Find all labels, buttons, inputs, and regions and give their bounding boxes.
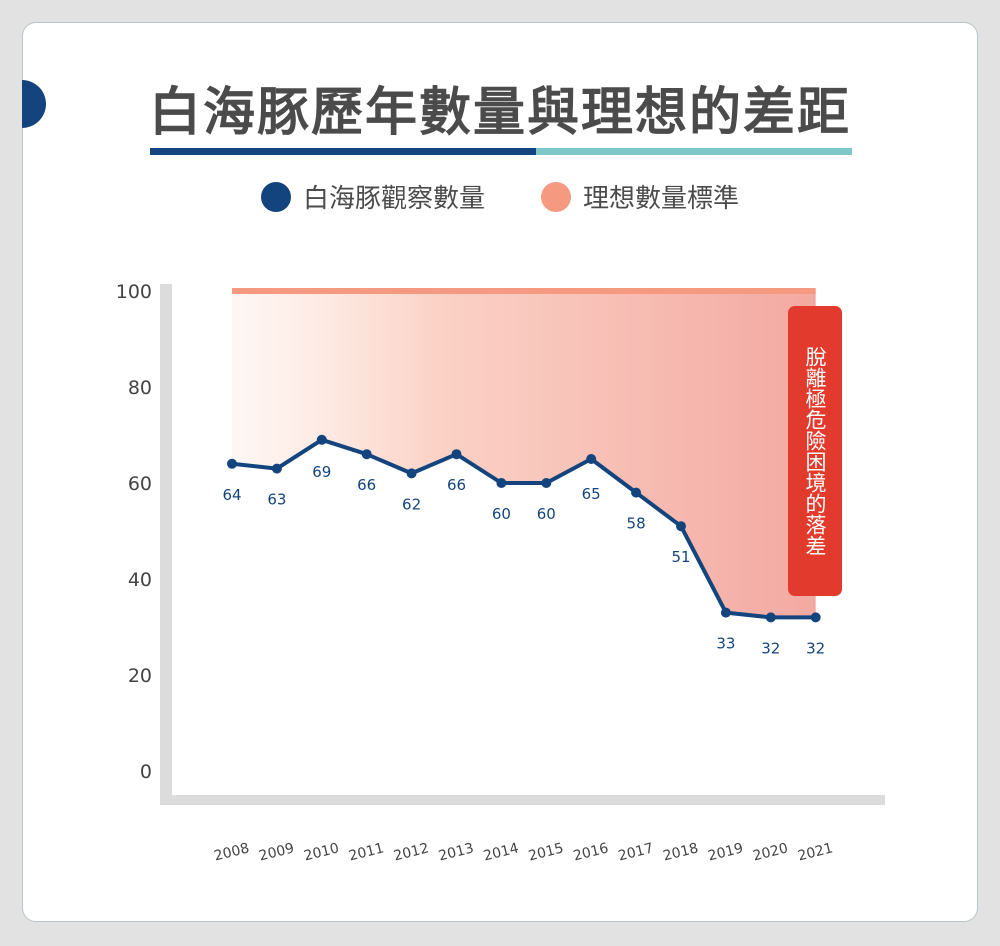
legend-swatch-ideal	[541, 181, 571, 212]
data-label: 60	[492, 505, 511, 523]
x-tick-label: 2015	[527, 840, 565, 864]
ideal-line	[232, 288, 816, 294]
data-label: 58	[627, 515, 646, 533]
data-point	[227, 458, 237, 469]
data-label: 66	[357, 476, 376, 494]
y-tick-label: 20	[128, 665, 152, 687]
data-point	[316, 434, 327, 445]
data-label: 33	[716, 635, 735, 653]
x-tick-label: 2016	[572, 840, 611, 864]
page-title: 白海豚歷年數量與理想的差距	[148, 83, 851, 143]
legend-swatch-observed	[260, 181, 291, 212]
title-accent-dot	[22, 80, 46, 128]
y-tick-label: 100	[116, 281, 152, 303]
y-tick-label: 80	[128, 377, 152, 399]
data-label: 64	[222, 486, 241, 504]
y-tick-label: 40	[128, 569, 152, 591]
data-point	[720, 607, 731, 618]
x-tick-label: 2021	[796, 840, 834, 864]
data-point	[271, 463, 282, 474]
data-point	[810, 612, 821, 623]
data-point	[496, 478, 507, 488]
data-point	[361, 449, 372, 460]
legend-item-ideal: 理想數量標準	[541, 178, 739, 215]
gap-callout: 脫離極危險困境的落差	[788, 306, 842, 596]
legend-item-observed: 白海豚觀察數量	[260, 178, 485, 215]
data-point	[765, 612, 776, 623]
x-tick-label: 2017	[617, 840, 655, 864]
x-tick-label: 2020	[751, 840, 789, 864]
data-point	[406, 468, 417, 479]
data-point	[676, 521, 686, 532]
data-label: 60	[537, 505, 556, 523]
data-label: 65	[582, 485, 601, 503]
data-label: 63	[267, 491, 286, 509]
title-bar-left	[150, 148, 536, 155]
x-tick-label: 2010	[302, 840, 340, 864]
x-tick-label: 2018	[662, 840, 700, 864]
data-label: 32	[761, 639, 780, 657]
data-label: 32	[806, 639, 825, 657]
y-tick-label: 0	[140, 761, 152, 783]
x-tick-label: 2019	[706, 840, 744, 864]
data-point	[631, 487, 642, 498]
legend-label-observed: 白海豚觀察數量	[302, 184, 485, 214]
data-label: 66	[447, 476, 466, 494]
data-label: 62	[402, 495, 421, 513]
legend-label-ideal: 理想數量標準	[583, 184, 740, 214]
observed-line	[231, 437, 816, 620]
x-tick-label: 2014	[482, 840, 521, 864]
data-label: 69	[312, 463, 331, 481]
gap-area	[232, 291, 816, 618]
data-point	[541, 478, 552, 488]
x-tick-label: 2011	[347, 840, 385, 864]
data-point	[586, 454, 597, 464]
y-tick-label: 60	[128, 473, 152, 495]
y-axis	[160, 284, 172, 804]
x-tick-label: 2009	[257, 840, 295, 864]
legend: 白海豚觀察數量 理想數量標準	[0, 178, 1000, 215]
data-point	[451, 449, 462, 460]
x-tick-label: 2013	[437, 840, 475, 864]
x-axis	[160, 795, 885, 805]
x-tick-label: 2012	[392, 840, 430, 864]
data-label: 51	[671, 548, 690, 566]
title-bar-right	[536, 148, 852, 155]
x-tick-label: 2008	[213, 840, 251, 864]
